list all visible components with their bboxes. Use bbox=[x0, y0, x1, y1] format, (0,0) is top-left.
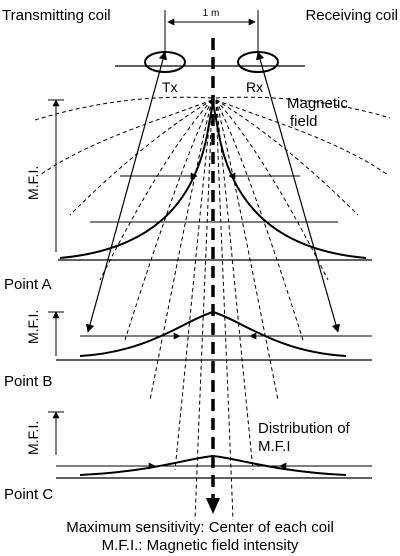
receiving-coil-label: Receiving coil bbox=[305, 7, 398, 24]
field-line bbox=[215, 99, 254, 471]
distribution-label-2: M.F.I bbox=[258, 438, 291, 455]
field-line bbox=[124, 99, 213, 341]
field-line bbox=[149, 99, 213, 401]
mfi-curve-a bbox=[59, 101, 367, 259]
center-axis-arrowhead bbox=[206, 498, 220, 514]
distance-label: 1 m bbox=[203, 8, 220, 19]
mfi-label-b: M.F.I. bbox=[25, 310, 41, 344]
field-line bbox=[194, 99, 213, 521]
magnetic-field-label-2: field bbox=[290, 113, 318, 130]
field-line bbox=[215, 99, 279, 401]
magnetic-field-label-1: Magnetic bbox=[287, 95, 348, 112]
point-c-region bbox=[48, 411, 372, 479]
tx-label: Tx bbox=[162, 79, 178, 95]
field-lines-left bbox=[39, 99, 213, 521]
transmitting-coil-label: Transmitting coil bbox=[2, 7, 111, 24]
distribution-label-1: Distribution of bbox=[258, 420, 351, 437]
field-line bbox=[99, 99, 213, 281]
point-a-region bbox=[48, 99, 372, 261]
tx-arrow bbox=[85, 51, 168, 333]
point-c-label: Point C bbox=[4, 486, 53, 503]
mfi-curve-b bbox=[79, 310, 347, 357]
mfi-label-a: M.F.I. bbox=[25, 166, 41, 200]
caption-line-1: Maximum sensitivity: Center of each coil bbox=[66, 519, 334, 536]
field-line bbox=[215, 99, 304, 341]
mfi-label-c: M.F.I. bbox=[25, 421, 41, 455]
field-line bbox=[174, 99, 213, 471]
point-b-label: Point B bbox=[4, 373, 52, 390]
point-a-label: Point A bbox=[4, 276, 52, 293]
caption-line-2: M.F.I.: Magnetic field intensity bbox=[102, 537, 299, 554]
mfi-curve-c bbox=[79, 454, 347, 476]
field-lines-right bbox=[215, 99, 389, 521]
point-b-region bbox=[48, 310, 372, 361]
rx-label: Rx bbox=[246, 79, 263, 95]
rx-arrow bbox=[256, 51, 340, 333]
field-line bbox=[215, 99, 234, 521]
